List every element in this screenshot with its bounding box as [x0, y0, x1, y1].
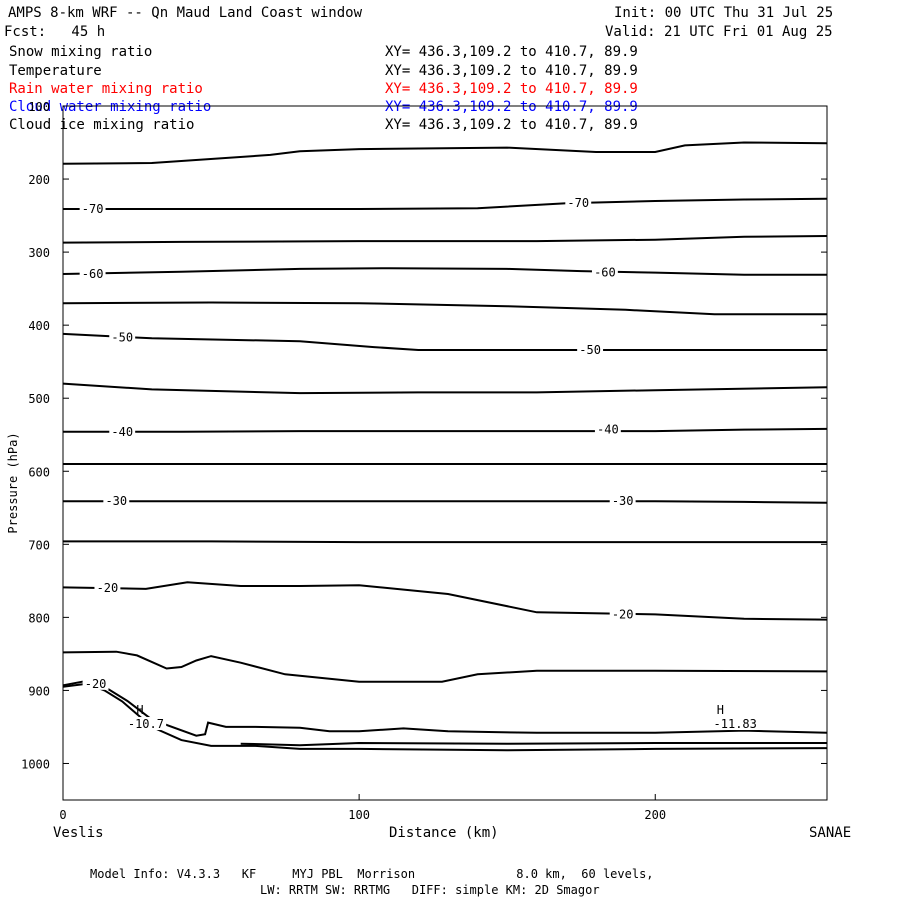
contour-label: -60 [594, 266, 616, 280]
y-tick-label: 700 [28, 538, 50, 552]
contour-line [62, 382, 828, 395]
contour-label: -50 [111, 331, 133, 345]
contour-label-bg [591, 265, 618, 279]
left-station-label: Veslis [53, 825, 104, 841]
model-info-line2: LW: RRTM SW: RRTMG DIFF: simple KM: 2D S… [260, 883, 600, 897]
contour-label: -40 [111, 425, 133, 439]
contour-line [63, 427, 828, 433]
legend-cloud-water-xy: XY= 436.3,109.2 to 410.7, 89.9 [385, 99, 638, 115]
contour-label: -60 [82, 267, 104, 281]
contour-line [63, 540, 827, 544]
contour-line [62, 650, 828, 683]
contour-line [62, 235, 828, 244]
legend-cloud-ice-xy: XY= 436.3,109.2 to 410.7, 89.9 [385, 117, 638, 133]
plot-frame [62, 105, 828, 801]
contour-line [63, 500, 828, 504]
y-tick-label: 600 [28, 465, 50, 479]
contour-label-bg [125, 717, 167, 731]
x-axis-label: Distance (km) [389, 825, 499, 841]
forecast-hour: Fcst: 45 h [4, 24, 106, 40]
legend-temperature-xy: XY= 436.3,109.2 to 410.7, 89.9 [385, 63, 638, 79]
contour-label: -11.83 [714, 717, 757, 731]
contour-label: -70 [82, 202, 104, 216]
y-tick-label: 900 [28, 684, 50, 698]
contour-label-bg [82, 676, 109, 690]
y-axis-label: Pressure (hPa) [6, 432, 20, 533]
contour-label: -50 [579, 343, 601, 357]
contour-line [62, 141, 828, 165]
legend-temperature-label: Temperature [9, 63, 102, 79]
contour-label: -70 [567, 196, 589, 210]
chart-title: AMPS 8-km WRF -- Qn Maud Land Coast wind… [8, 5, 363, 21]
contour-label: H [136, 703, 143, 717]
y-tick-label: 100 [28, 100, 50, 114]
legend-cloud-water-label: Cloud water mixing ratio [9, 99, 212, 115]
temperature-contours [62, 141, 828, 752]
y-tick-label: 500 [28, 392, 50, 406]
contour-line [63, 197, 828, 210]
x-tick-label: 0 [59, 808, 66, 822]
y-tick-label: 400 [28, 319, 50, 333]
contour-label: -30 [105, 494, 127, 508]
y-tick-label: 300 [28, 246, 50, 260]
contour-label-bg [711, 717, 760, 731]
contour-label-bg [609, 607, 636, 621]
y-tick-label: 1000 [21, 757, 50, 771]
right-station-label: SANAE [809, 825, 852, 841]
valid-time: Valid: 21 UTC Fri 01 Aug 25 [605, 24, 833, 40]
contour-label: -30 [612, 494, 634, 508]
legend-snow-label: Snow mixing ratio [9, 44, 153, 60]
x-tick-label: 200 [644, 808, 666, 822]
contour-label-bg [79, 202, 106, 216]
y-tick-label: 800 [28, 611, 50, 625]
x-tick-label: 100 [348, 808, 370, 822]
contour-label: -20 [85, 677, 107, 691]
contour-line [62, 679, 828, 737]
contour-label: -20 [612, 607, 634, 621]
x-axis-ticks: 0 100 200 [59, 794, 666, 822]
contour-label: H [717, 703, 724, 717]
y-axis-ticks: 100 200 300 400 500 600 700 800 900 1000 [21, 100, 827, 771]
contour-line [62, 581, 828, 621]
contour-label-bg [79, 267, 106, 281]
legend-rain-label: Rain water mixing ratio [9, 81, 203, 97]
contour-line [62, 267, 827, 276]
y-tick-label: 200 [28, 173, 50, 187]
contour-line [62, 682, 828, 752]
legend-snow-xy: XY= 436.3,109.2 to 410.7, 89.9 [385, 44, 638, 60]
contour-line [62, 301, 827, 316]
contour-label-bg [609, 494, 636, 508]
contour-label-bg [103, 494, 130, 508]
contour-line [240, 741, 827, 747]
model-info-line1: Model Info: V4.3.3 KF MYJ PBL Morrison 8… [90, 867, 654, 881]
contour-label: -40 [597, 423, 619, 437]
contour-labels: -70 -70 -60 -60 -50 -50 -40 -40 -30 -30 -20 -20 -20 H… [79, 196, 760, 731]
contour-label-bg [594, 422, 621, 436]
legend-cloud-ice-label: Cloud ice mixing ratio [9, 117, 195, 133]
contour-line [62, 332, 827, 351]
contour-label-bg [109, 330, 136, 344]
contour-label-bg [94, 581, 121, 595]
contour-label-bg [565, 196, 592, 210]
contour-label-bg [577, 342, 604, 356]
init-time: Init: 00 UTC Thu 31 Jul 25 [614, 5, 834, 21]
contour-label: -20 [97, 581, 119, 595]
legend-rain-xy: XY= 436.3,109.2 to 410.7, 89.9 [385, 81, 638, 97]
contour-label: -10.7 [128, 717, 164, 731]
contour-label-bg [109, 424, 136, 438]
